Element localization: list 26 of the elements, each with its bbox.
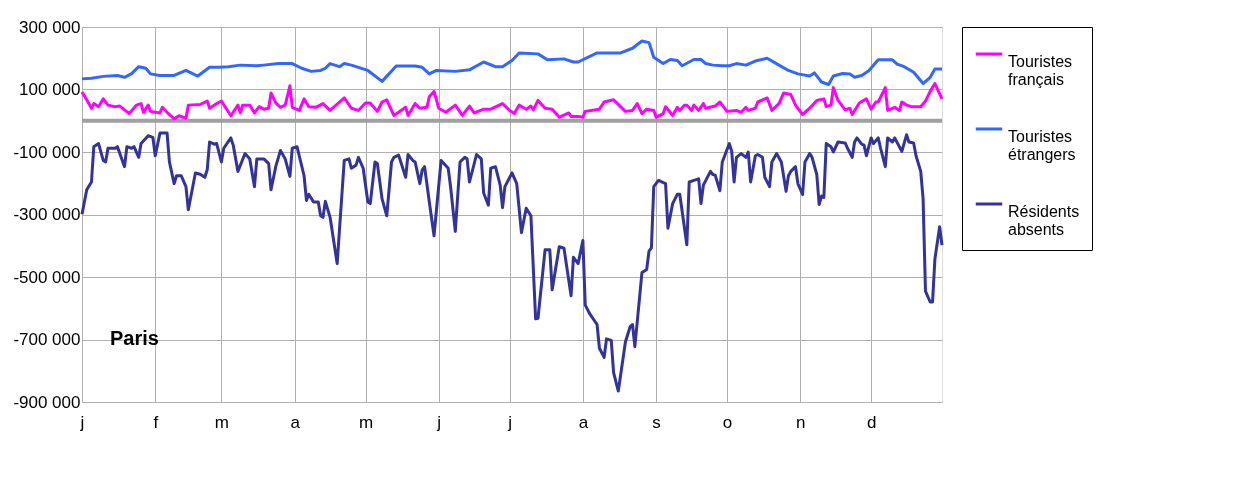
y-tick-label: 100 000 xyxy=(19,80,81,99)
x-tick-label: n xyxy=(796,412,806,432)
line-series xyxy=(80,131,944,393)
y-tick-label: -700 000 xyxy=(13,330,81,349)
x-tick-label: d xyxy=(866,412,877,432)
x-tick-label: a xyxy=(578,412,589,432)
annotation: Paris xyxy=(110,327,159,349)
x-tick-label: j xyxy=(507,412,513,432)
y-tick-label: -300 000 xyxy=(13,205,81,224)
x-tick-label: s xyxy=(652,412,661,432)
y-tick-label: -100 000 xyxy=(13,142,81,162)
legend-label: Résidents absents xyxy=(1008,203,1080,238)
x-tick-label: m xyxy=(358,412,374,432)
line-series xyxy=(80,82,944,121)
y-tick-label: 300 000 xyxy=(19,17,81,37)
legend-label: Touristes français xyxy=(1008,53,1073,88)
x-tick-label: m xyxy=(214,412,229,432)
y-tick-label: -900 000 xyxy=(13,392,81,412)
legend-label: Touristes étrangers xyxy=(1008,128,1076,163)
y-tick-label: -500 000 xyxy=(13,267,81,287)
line-series xyxy=(80,39,944,86)
x-tick-label: a xyxy=(290,412,301,432)
x-tick-label: j xyxy=(436,412,442,432)
x-tick-label: j xyxy=(79,412,85,432)
x-tick-label: o xyxy=(722,412,733,432)
x-tick-label: f xyxy=(153,412,159,432)
